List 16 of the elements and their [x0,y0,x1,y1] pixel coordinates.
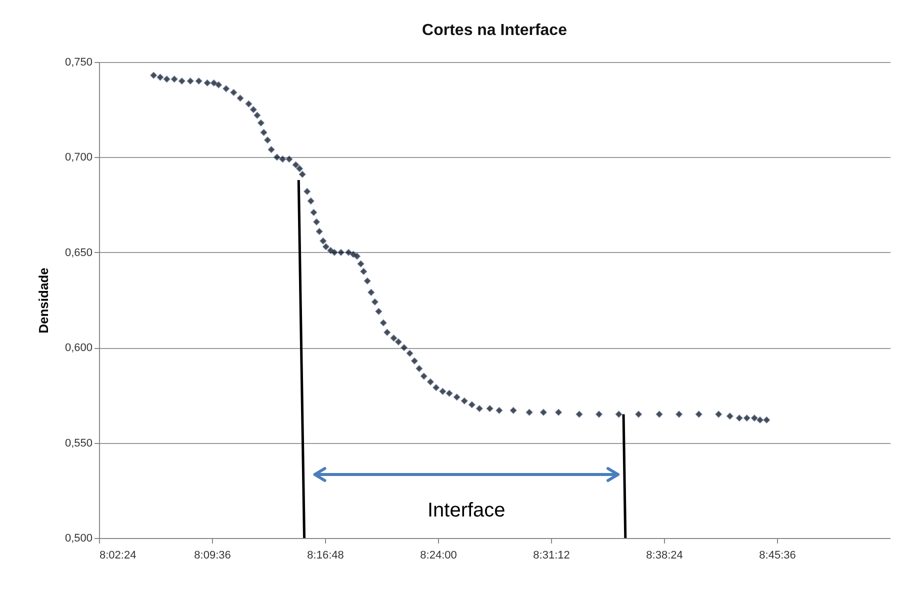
x-tick-label: 8:09:36 [194,550,231,562]
x-tick-label: 8:45:36 [759,550,796,562]
y-tick-label: 0,750 [64,56,92,68]
y-tick-label: 0,650 [64,246,92,259]
y-tick-label: 0,700 [64,152,92,164]
annotation: Interface [427,500,506,522]
x-tick-label: 8:02:24 [100,550,136,562]
x-tick-label: 8:24:00 [420,550,457,562]
x-tick-label: 8:31:12 [533,550,570,562]
y-axis-title: Densidade [36,268,51,334]
x-tick-label: 8:16:48 [307,550,344,562]
x-tick-label: 8:38:24 [646,550,683,562]
y-tick-label: 0,500 [64,532,92,544]
y-tick-label: 0,600 [64,342,92,354]
y-tick-label: 0,550 [64,437,92,450]
chart-title: Cortes na Interface [422,22,568,39]
